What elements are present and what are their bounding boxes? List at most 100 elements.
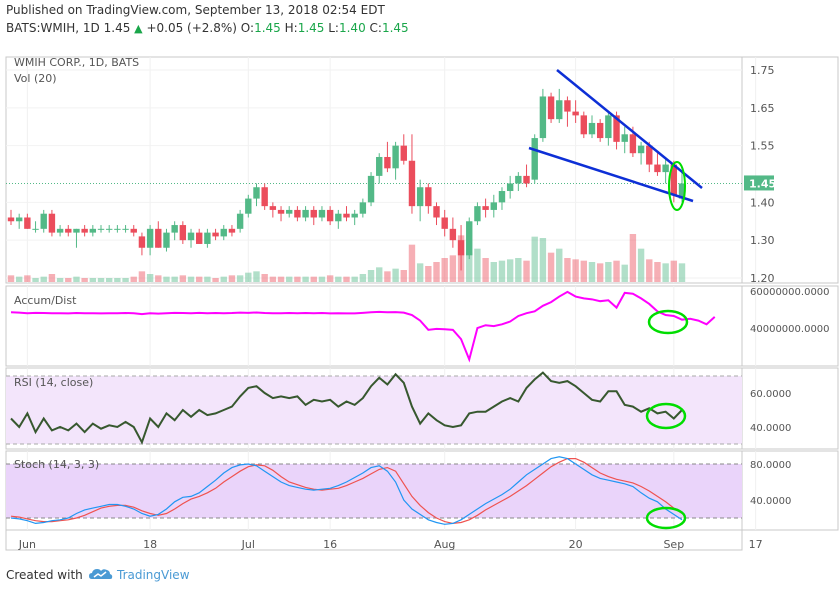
volume-bar: [539, 238, 547, 282]
candle-body: [179, 225, 187, 241]
candle-body: [171, 225, 178, 233]
accum-dist-line: [10, 290, 716, 363]
volume-bar: [359, 274, 367, 282]
volume-bar: [392, 268, 399, 282]
x-tick-label: 16: [323, 538, 337, 551]
volume-bar: [196, 276, 203, 282]
volume-bar: [466, 252, 473, 282]
candle-body: [73, 228, 80, 233]
candle-body: [539, 96, 547, 139]
candle-body: [105, 228, 113, 230]
volume-bar: [498, 260, 506, 282]
volume-bar: [441, 258, 448, 282]
candle-body: [269, 206, 277, 210]
candle-body: [65, 228, 72, 233]
volume-bar: [56, 278, 64, 282]
candle-body: [556, 100, 563, 120]
candle-body: [212, 232, 219, 237]
tradingview-cloud-icon: [89, 569, 113, 579]
candle-body: [310, 209, 317, 218]
candle-body: [253, 187, 260, 199]
volume-bar: [367, 270, 375, 282]
lower-trendline: [528, 146, 694, 203]
volume-bar: [245, 272, 252, 282]
rsi-title: RSI (14, close): [14, 376, 93, 389]
candle-body: [48, 213, 56, 233]
volume-bar: [155, 275, 162, 282]
candle-body: [351, 213, 358, 218]
volume-bar: [130, 276, 137, 282]
ad-tick-label: 60000000.0000: [750, 287, 830, 298]
candle-body: [441, 217, 448, 229]
volume-bar: [654, 262, 661, 282]
price-tick-label: 1.30: [750, 234, 775, 247]
volume-bar: [277, 276, 285, 282]
close-value: 1.45: [381, 21, 409, 35]
price-tick-label: 1.20: [750, 272, 775, 285]
price-tick-label: 1.65: [750, 102, 775, 115]
candle-body: [621, 134, 628, 142]
price-tick-label: 1.40: [750, 196, 775, 209]
tradingview-link[interactable]: TradingView: [117, 568, 190, 582]
candle-body: [670, 164, 678, 195]
candle-body: [81, 228, 88, 233]
candle-body: [490, 202, 497, 210]
highlight-ellipse: [645, 402, 687, 430]
candle-body: [629, 134, 637, 154]
volume-bar: [605, 262, 612, 282]
volume-bar: [228, 275, 236, 282]
time-axis-frame: [5, 529, 743, 551]
volume-bar: [343, 276, 350, 282]
candle-body: [515, 175, 522, 184]
candle-body: [318, 209, 326, 218]
volume-bar: [523, 260, 530, 282]
volume-bar: [556, 248, 563, 282]
volume-bar: [580, 260, 588, 282]
candle-body: [637, 145, 645, 154]
rsi-line: [10, 371, 683, 445]
candle-body: [130, 228, 137, 233]
volume-bar: [621, 264, 628, 282]
volume-bar: [425, 266, 432, 282]
candle-body: [24, 217, 31, 229]
x-tick-label: 20: [569, 538, 583, 551]
open-value: 1.45: [254, 21, 281, 35]
volume-bar: [24, 275, 31, 282]
volume-bar: [400, 270, 407, 282]
price-scale-frame-0: [741, 56, 839, 284]
volume-bar: [670, 260, 678, 282]
chart-canvas[interactable]: Jun 18 Jul 16 Aug 20 Sep 17 1.75 1.65 1.55 1.40 1.30…: [0, 40, 839, 562]
symbol-label: BATS:WMIH, 1D: [6, 21, 100, 35]
price-scale-frame-3: [741, 450, 839, 531]
volume-bar: [212, 278, 219, 282]
volume-bar: [138, 271, 146, 282]
volume-bar: [89, 278, 97, 282]
created-with-label: Created with: [6, 568, 83, 582]
candle-body: [449, 228, 457, 241]
volume-bar: [81, 278, 88, 282]
candle-body: [261, 187, 268, 207]
volume-bar: [187, 276, 195, 282]
volume-bar: [416, 263, 424, 282]
candle-body: [56, 228, 64, 233]
volume-bar: [564, 258, 571, 282]
volume-bar: [105, 278, 113, 282]
candle-body: [572, 111, 579, 116]
volume-bar: [613, 260, 620, 282]
volume-bar: [269, 276, 277, 282]
highlight-ellipse: [668, 161, 686, 211]
low-label: L:: [328, 21, 339, 35]
up-triangle-icon: ▲: [134, 22, 143, 35]
volume-bar: [662, 263, 669, 282]
candle-body: [196, 232, 203, 244]
candle-body: [580, 115, 588, 135]
volume-bar: [32, 278, 39, 282]
stoch-tick-label: 40.0000: [750, 496, 791, 507]
x-tick-label: Jun: [18, 538, 36, 551]
candle-body: [277, 209, 285, 214]
pane-frame-0: [5, 56, 743, 284]
volume-bar: [15, 276, 23, 282]
candle-body: [15, 217, 23, 222]
rsi-tick-label: 40.0000: [750, 423, 791, 434]
candle-body: [384, 156, 391, 169]
